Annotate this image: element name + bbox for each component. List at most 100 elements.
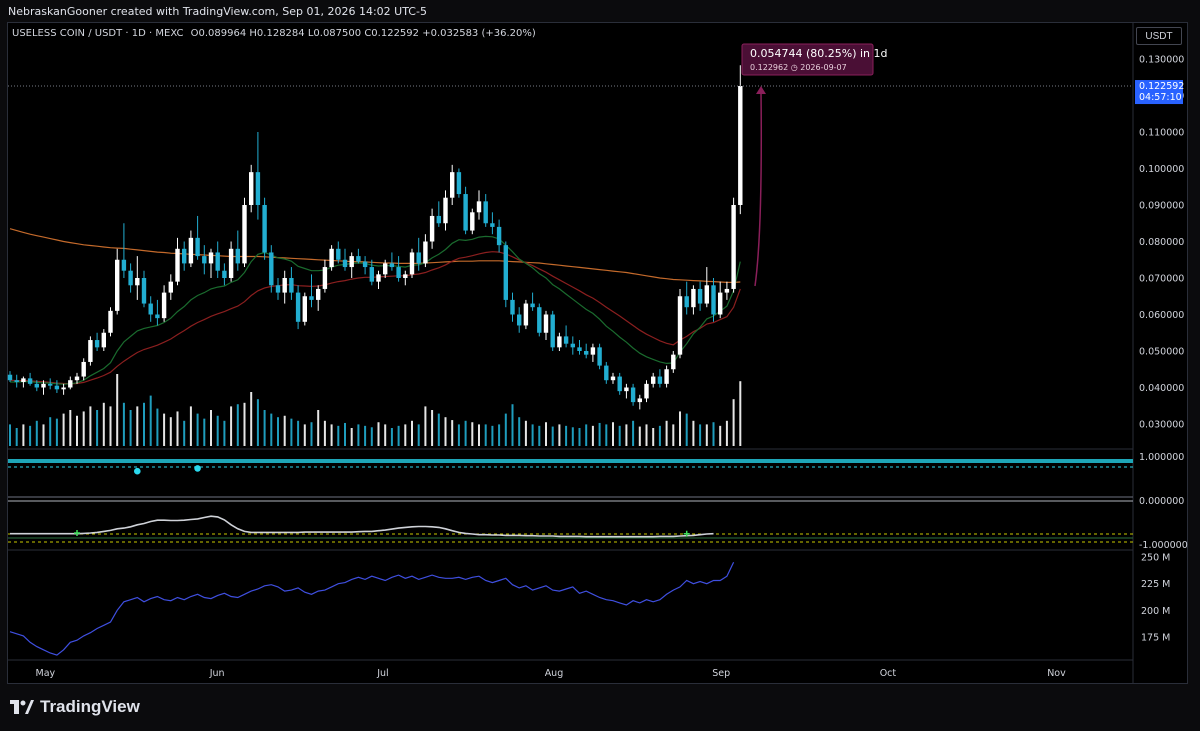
candle-body xyxy=(202,256,207,264)
candle-body xyxy=(316,288,321,300)
candle-body xyxy=(242,205,247,264)
time-tick-label: Nov xyxy=(1047,668,1066,679)
volume-bar xyxy=(310,422,313,446)
candle-body xyxy=(570,343,575,348)
price-tick-label: 0.080000 xyxy=(1139,237,1184,248)
volume-bar xyxy=(411,420,413,446)
volume-bar xyxy=(176,411,179,446)
candle-body xyxy=(637,398,642,403)
candle-body xyxy=(48,383,53,386)
time-tick-label: Oct xyxy=(880,668,897,679)
candle-body xyxy=(275,285,281,293)
close-value: 0.122592 xyxy=(371,28,420,39)
candle-body xyxy=(624,387,629,392)
close-label: C xyxy=(364,28,372,39)
volume-bar xyxy=(739,381,742,446)
indicator-tick-label: 225 M xyxy=(1141,579,1170,590)
volume-bar xyxy=(705,424,708,446)
time-axis: May Jun Jul Aug Sep Oct Nov xyxy=(36,668,1067,679)
volume-bar xyxy=(484,424,487,446)
indicator-band-top xyxy=(8,459,1133,463)
chart-attribution: NebraskanGooner created with TradingView… xyxy=(8,5,427,18)
tradingview-logo-icon xyxy=(10,700,34,714)
candle-body xyxy=(644,383,649,399)
candle-body xyxy=(517,314,522,326)
volume-bar xyxy=(35,420,38,446)
candle-body xyxy=(389,263,395,268)
tradingview-logo[interactable]: TradingView xyxy=(10,697,140,717)
volume-bar xyxy=(538,425,541,446)
candles xyxy=(7,65,743,410)
candle-body xyxy=(496,226,502,246)
measure-box xyxy=(741,43,874,76)
candle-body xyxy=(309,296,314,300)
candle-body xyxy=(61,387,66,390)
candle-body xyxy=(657,376,663,384)
time-tick-label: Sep xyxy=(712,668,730,679)
price-tick-label: 0.070000 xyxy=(1139,274,1184,285)
candle-body xyxy=(436,215,441,224)
signal-dot xyxy=(134,467,141,475)
volume-bar xyxy=(9,424,11,446)
candle-body xyxy=(161,292,167,319)
volume-bar xyxy=(384,424,387,446)
measure-tool[interactable]: 0.054744 (80.25%) in 1d 0.122962 ◷ 2026-… xyxy=(741,43,888,287)
volume-bar xyxy=(612,422,614,446)
volume-bar xyxy=(437,413,440,446)
volume-bar xyxy=(725,420,728,446)
volume-bar xyxy=(223,420,226,446)
low-value: 0.087500 xyxy=(313,28,362,39)
candle-body xyxy=(630,387,636,403)
volume-bar xyxy=(431,410,434,446)
candle-body xyxy=(403,274,408,278)
volume-bar xyxy=(417,424,420,446)
currency-button[interactable]: USDT xyxy=(1136,27,1182,45)
volume-bar xyxy=(531,424,534,446)
candle-body xyxy=(584,351,589,355)
volume-bar xyxy=(551,426,554,446)
candle-body xyxy=(269,252,274,286)
volume-bar xyxy=(156,408,159,446)
volume-bar xyxy=(679,411,681,446)
ma-long-line xyxy=(9,228,741,283)
volume-bar xyxy=(149,395,152,446)
volume-bar xyxy=(625,424,628,446)
volume-bar xyxy=(55,418,58,446)
volume-bar xyxy=(390,428,393,446)
candle-body xyxy=(416,252,421,264)
volume-bar xyxy=(524,420,527,446)
ema-fast-line xyxy=(10,235,741,385)
volume-bar xyxy=(337,425,340,446)
volume-bar xyxy=(89,406,92,446)
candle-body xyxy=(329,248,334,268)
volume-bar xyxy=(263,410,266,446)
indicator-pane-dots xyxy=(8,459,1133,502)
candle-body xyxy=(711,285,716,315)
candle-body xyxy=(523,303,529,326)
candle-body xyxy=(691,288,696,308)
candle-body xyxy=(456,172,462,195)
candle-body xyxy=(249,172,254,205)
volume-bar xyxy=(69,410,72,446)
candle-body xyxy=(34,383,39,388)
candle-body xyxy=(409,252,415,275)
candle-body xyxy=(543,314,549,333)
candle-body xyxy=(54,385,60,390)
candle-body xyxy=(182,248,187,264)
open-value: 0.089964 xyxy=(198,28,247,39)
candle-body xyxy=(115,259,120,311)
volume-bar xyxy=(364,425,367,446)
volume-bar xyxy=(230,406,233,446)
candle-body xyxy=(483,201,488,224)
candle-body xyxy=(503,245,508,300)
cross-marker-icon xyxy=(683,530,690,537)
volume-bar xyxy=(672,424,675,446)
candle-body xyxy=(537,307,542,333)
candle-body xyxy=(155,314,160,319)
symbol-name[interactable]: USELESS COIN / USDT · 1D · MEXC xyxy=(12,28,184,39)
volume-bar xyxy=(136,406,139,446)
indicator-pane-oscillator xyxy=(8,515,1133,543)
volume-bar xyxy=(665,420,668,446)
candle-body xyxy=(450,172,455,198)
